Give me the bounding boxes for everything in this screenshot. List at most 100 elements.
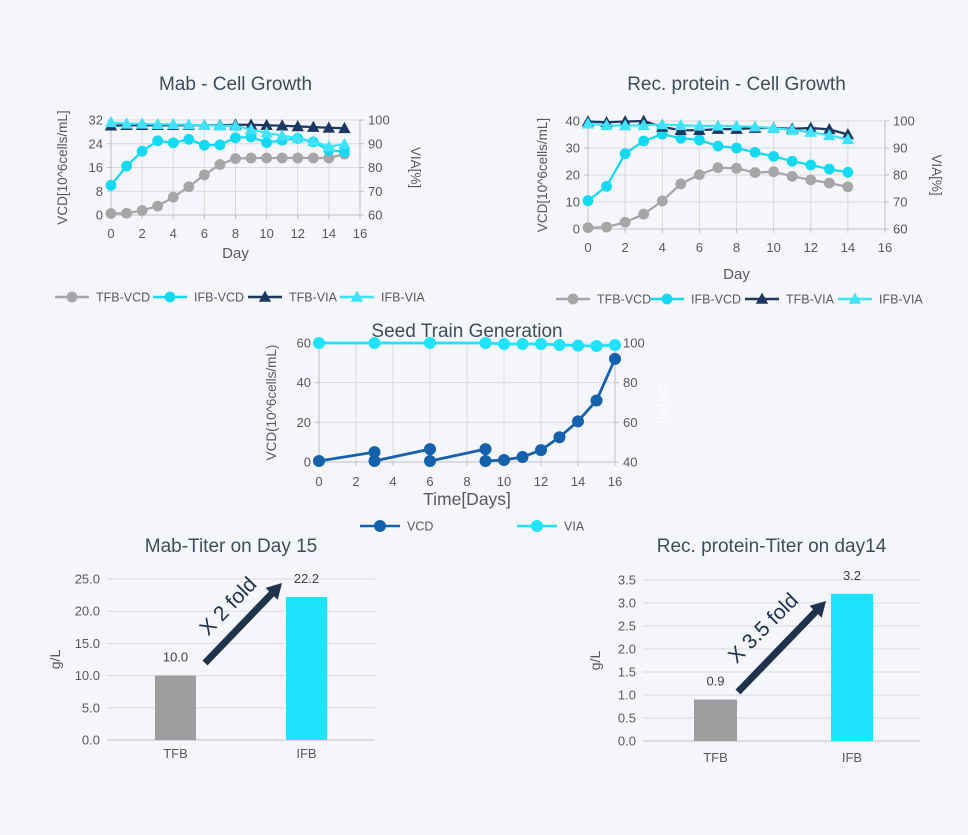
data-point (424, 455, 436, 468)
left-tick-label: 32 (89, 113, 103, 128)
data-point (214, 139, 226, 151)
data-point (313, 455, 325, 468)
data-point (374, 520, 386, 532)
x-tick-label: 0 (107, 226, 114, 241)
data-point (582, 222, 594, 234)
data-point (307, 152, 319, 164)
x-tick-label: 14 (571, 474, 585, 489)
data-point (601, 221, 612, 233)
data-point (479, 337, 492, 349)
left-tick-label: 8 (96, 184, 103, 199)
left-tick-label: 20 (566, 168, 580, 183)
x-tick-label: 10 (497, 474, 511, 489)
right-axis-label: VIA[%] (408, 147, 423, 188)
x-tick-label: 4 (170, 226, 177, 241)
data-point (424, 337, 436, 349)
chart-title: Mab-Titer on Day 15 (145, 536, 317, 557)
data-point (313, 337, 325, 349)
right-tick-label: 80 (368, 160, 382, 175)
data-point (618, 119, 632, 131)
y-tick-label: 0.5 (618, 711, 636, 726)
data-point (535, 337, 547, 350)
data-point (785, 123, 799, 135)
right-tick-label: 90 (893, 141, 907, 156)
right-axis-label: VIA(%) (655, 381, 670, 424)
data-point (105, 208, 117, 219)
x-tick-label: 12 (804, 240, 818, 255)
bar-value-label: 0.9 (706, 674, 724, 689)
data-point (711, 119, 725, 131)
y-tick-label: 15.0 (75, 636, 100, 651)
data-point (245, 152, 257, 164)
data-point (307, 120, 320, 132)
left-tick-label: 20 (297, 415, 311, 430)
data-point (531, 520, 543, 532)
data-point (674, 118, 688, 131)
data-point (786, 155, 798, 167)
right-tick-label: 100 (623, 336, 645, 351)
data-point (151, 117, 164, 130)
y-tick-label: 5.0 (82, 700, 100, 715)
data-point (516, 451, 529, 464)
data-point (516, 337, 529, 350)
x-axis-label: Day (723, 266, 750, 283)
series-line-tfb-vcd (110, 153, 345, 215)
x-axis-label: Day (222, 245, 249, 262)
left-tick-label: 0 (304, 455, 311, 470)
data-point (338, 137, 351, 150)
data-point (590, 394, 603, 407)
x-tick-label: 14 (322, 226, 336, 241)
category-label: IFB (842, 750, 862, 765)
data-point (823, 122, 836, 135)
data-point (693, 119, 706, 131)
data-point (786, 170, 798, 182)
data-point (261, 137, 273, 148)
right-axis-label: VIA[%] (929, 154, 944, 195)
mab-cell-growth-chart: 0 8 16 24 32 60 70 80 90 100 0 2 4 6 8 10 12 14 16 Mab - Ce… (40, 60, 470, 320)
data-point (581, 117, 595, 129)
data-point (214, 159, 226, 170)
data-point (292, 152, 304, 164)
data-point (479, 455, 492, 468)
y-tick-label: 25.0 (75, 572, 100, 587)
data-point (553, 338, 566, 351)
left-tick-label: 60 (297, 336, 311, 351)
x-tick-label: 2 (352, 474, 359, 489)
y-tick-label: 1.0 (618, 688, 636, 703)
legend-label: IFB-VCD (194, 291, 244, 305)
data-point (590, 339, 603, 352)
bar-ifb (286, 597, 327, 740)
data-point (135, 117, 149, 129)
legend-label: VCD (407, 520, 433, 534)
data-point (619, 216, 631, 228)
data-point (136, 205, 148, 216)
data-point (258, 290, 272, 302)
x-tick-label: 4 (389, 474, 396, 489)
mab-titer-svg: 0.0 5.0 10.0 15.0 20.0 25.0 Mab-Titer on Day 1… (47, 536, 375, 761)
mab-titer-bar-chart: 0.0 5.0 10.0 15.0 20.0 25.0 Mab-Titer on Day 1… (40, 525, 460, 785)
data-point (368, 446, 381, 459)
y-tick-label: 3.0 (618, 596, 636, 611)
legend-label: IFB-VCD (691, 293, 741, 307)
y-tick-label: 0.0 (618, 734, 636, 749)
data-point (183, 133, 195, 145)
data-point (749, 146, 761, 158)
data-point (661, 293, 673, 305)
data-point (275, 119, 289, 131)
y-tick-label: 0.0 (82, 733, 100, 748)
data-point (731, 162, 742, 174)
data-point (656, 118, 669, 130)
right-tick-label: 80 (623, 375, 637, 390)
left-axis-label: VCD[10^6cells/mL] (55, 110, 70, 224)
x-tick-label: 6 (426, 474, 433, 489)
y-tick-label: 20.0 (75, 604, 100, 619)
data-point (152, 135, 164, 147)
left-axis-label: VCD[10^6cells/mL] (535, 118, 550, 232)
right-tick-label: 70 (893, 195, 907, 210)
data-point (730, 119, 743, 131)
data-point (479, 443, 492, 456)
data-point (152, 200, 164, 212)
y-tick-label: 10.0 (75, 668, 100, 683)
y-axis-label: g/L (587, 651, 603, 671)
